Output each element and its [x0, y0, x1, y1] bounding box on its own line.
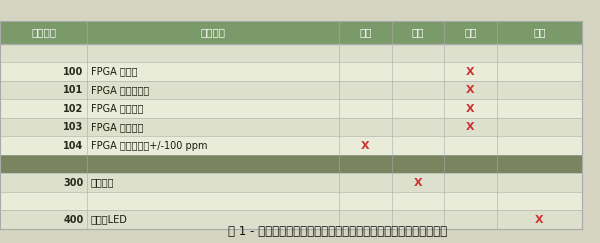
Text: 要求数量: 要求数量	[31, 27, 56, 37]
Text: 分析: 分析	[359, 27, 371, 37]
Bar	[0, 155, 582, 173]
Text: FPGA 电压轨顺序: FPGA 电压轨顺序	[91, 85, 149, 95]
Text: X: X	[413, 178, 422, 188]
Text: 要求名称: 要求名称	[200, 27, 226, 37]
Bar	[0, 136, 582, 155]
Text: 演示: 演示	[533, 27, 545, 37]
Bar	[0, 81, 582, 99]
Text: 300: 300	[63, 178, 83, 188]
Text: X: X	[466, 85, 475, 95]
Text: X: X	[466, 122, 475, 132]
Text: 检验: 检验	[412, 27, 424, 37]
Bar	[0, 99, 582, 118]
Bar	[0, 62, 582, 81]
Text: X: X	[466, 67, 475, 77]
Text: 100: 100	[63, 67, 83, 77]
Text: X: X	[535, 215, 544, 225]
Text: 104: 104	[63, 141, 83, 151]
Bar	[0, 173, 582, 192]
Text: 400: 400	[63, 215, 83, 225]
Text: X: X	[466, 104, 475, 113]
Text: 103: 103	[63, 122, 83, 132]
Text: FPGA 振荡器容限+/-100 ppm: FPGA 振荡器容限+/-100 ppm	[91, 141, 207, 151]
Bar	[0, 44, 582, 62]
Text: X: X	[361, 141, 370, 151]
Text: 101: 101	[63, 85, 83, 95]
Bar	[0, 118, 582, 136]
Text: 图 1 - 非常实用的工具：用验证表详细列出测试每个功能需求的方法: 图 1 - 非常实用的工具：用验证表详细列出测试每个功能需求的方法	[228, 225, 447, 238]
Text: 测试: 测试	[464, 27, 476, 37]
Text: 前面板LED: 前面板LED	[91, 215, 127, 225]
Text: FPGA 电压轨: FPGA 电压轨	[91, 67, 137, 77]
Bar	[0, 21, 582, 44]
Text: FPGA 复位释放: FPGA 复位释放	[91, 104, 143, 113]
Bar	[0, 210, 582, 229]
Text: 模块重量: 模块重量	[91, 178, 114, 188]
Bar	[0, 192, 582, 210]
Text: FPGA 复位断言: FPGA 复位断言	[91, 122, 143, 132]
Text: 102: 102	[63, 104, 83, 113]
